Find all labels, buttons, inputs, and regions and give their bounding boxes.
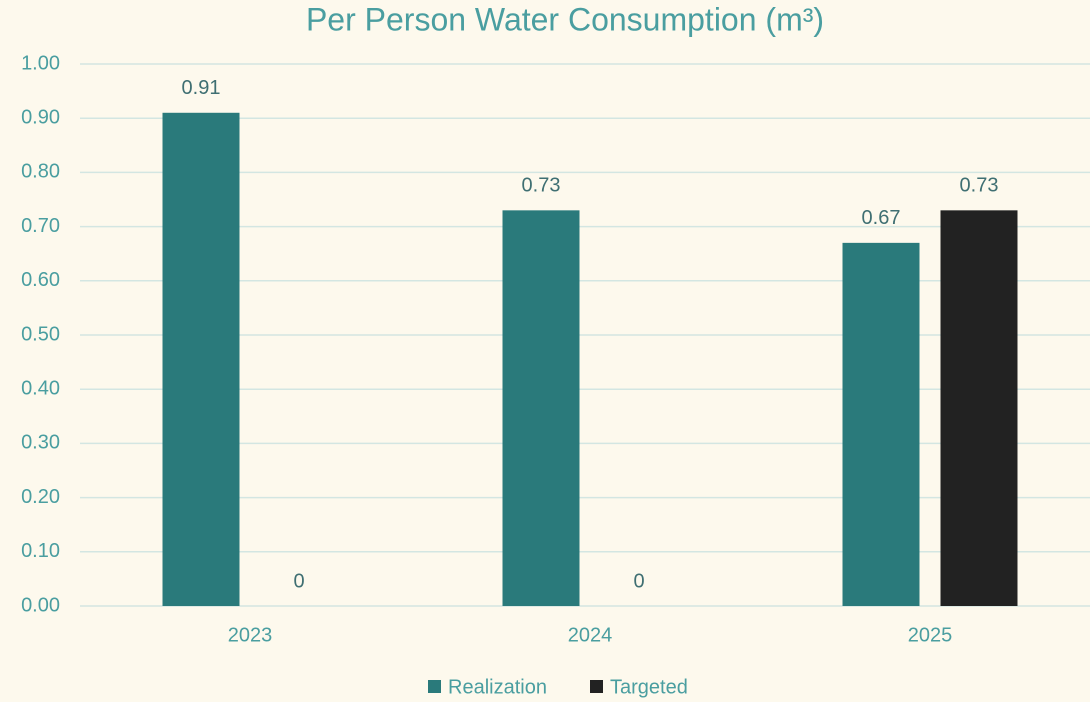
value-label: 0 — [293, 570, 304, 592]
y-tick-label: 0.80 — [21, 161, 60, 183]
y-tick-label: 0.10 — [21, 540, 60, 562]
y-tick-label: 0.60 — [21, 269, 60, 291]
x-tick-label: 2023 — [228, 624, 273, 646]
bar — [842, 242, 920, 607]
value-label: 0.73 — [960, 175, 999, 197]
y-tick-label: 0.30 — [21, 432, 60, 454]
chart-title: Per Person Water Consumption (m³) — [306, 1, 824, 37]
value-label: 0 — [633, 570, 644, 592]
y-tick-label: 0.00 — [21, 594, 60, 616]
legend-label: Targeted — [610, 676, 688, 698]
legend-swatch — [428, 680, 441, 693]
y-tick-label: 0.90 — [21, 106, 60, 128]
legend-label: Realization — [448, 676, 547, 698]
value-label: 0.91 — [182, 77, 221, 99]
legend-swatch — [590, 680, 603, 693]
x-tick-label: 2025 — [908, 624, 953, 646]
value-label: 0.73 — [522, 175, 561, 197]
y-tick-label: 0.20 — [21, 486, 60, 508]
y-tick-label: 1.00 — [21, 52, 60, 74]
bar — [502, 210, 580, 606]
bar — [162, 112, 240, 606]
y-tick-label: 0.50 — [21, 323, 60, 345]
bar — [940, 210, 1018, 606]
value-label: 0.67 — [862, 207, 901, 229]
x-tick-label: 2024 — [568, 624, 613, 646]
y-tick-label: 0.40 — [21, 377, 60, 399]
y-tick-label: 0.70 — [21, 215, 60, 237]
